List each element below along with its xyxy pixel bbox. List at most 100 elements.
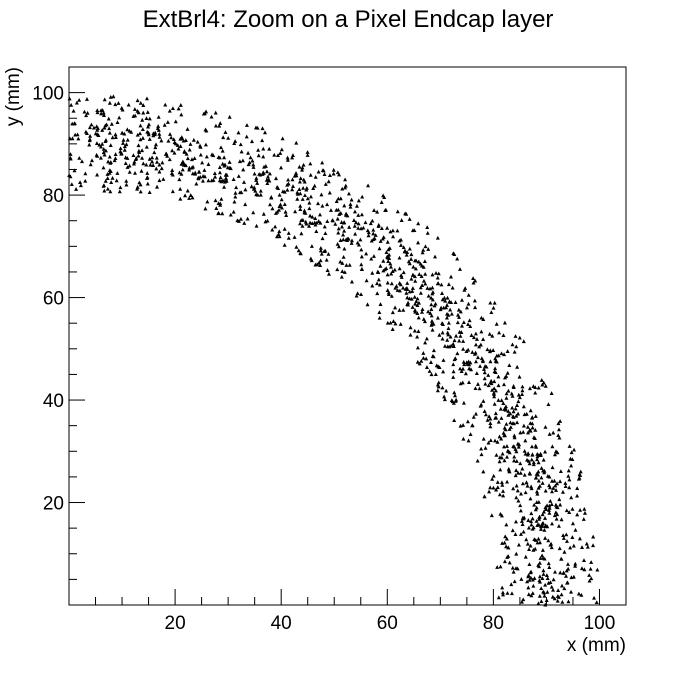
data-point [242,221,247,225]
data-point [536,563,541,567]
data-point [421,355,426,360]
data-point [413,258,418,263]
data-point [265,174,270,179]
data-point [488,359,493,364]
data-point [194,181,199,186]
data-point [404,285,409,290]
data-point [432,303,437,308]
data-point [493,366,498,371]
data-point [399,275,404,279]
data-point [240,158,245,163]
data-point [256,153,261,158]
data-point [276,186,281,190]
data-point [191,137,196,142]
data-point [517,374,522,379]
data-point [516,411,521,416]
data-point [113,102,118,107]
data-point [179,112,184,117]
data-point [375,209,380,214]
data-point [506,388,511,393]
data-point [531,583,536,588]
data-point [117,115,122,120]
data-point [398,243,403,247]
data-point [205,199,210,204]
data-point [313,262,318,267]
data-point [504,522,509,527]
data-point [88,162,93,167]
data-point [511,384,516,388]
data-point [155,159,160,164]
data-point [418,285,423,290]
data-point [459,330,464,334]
data-point [439,305,444,310]
data-point [371,231,376,236]
data-point [497,492,502,497]
data-point [371,227,376,232]
data-point [419,263,424,268]
data-point [516,444,521,449]
data-point [409,296,414,301]
data-point [245,216,250,221]
data-point [352,209,357,214]
data-point [184,151,189,156]
data-point [213,110,218,115]
data-point [258,192,263,197]
data-point [491,348,496,352]
data-point [481,399,486,403]
data-point [514,459,519,463]
data-point [525,483,530,488]
data-point [187,196,192,200]
x-tick-label: 40 [271,613,292,634]
data-point [587,578,592,583]
data-point [131,153,136,158]
data-point [397,308,402,312]
data-point [95,127,100,132]
data-point [347,225,352,229]
data-point [435,275,440,280]
data-point [344,211,349,216]
data-point [401,285,406,290]
data-point [470,350,475,354]
data-point [406,259,411,264]
data-point [267,146,272,151]
data-point [72,168,77,173]
data-point [440,385,445,390]
data-point [378,239,383,243]
data-point [98,155,103,160]
data-point [409,257,414,261]
data-point [153,145,158,150]
data-point [474,359,479,364]
data-point [283,209,288,214]
data-point [507,560,512,565]
data-point [299,231,304,236]
data-point [94,141,99,145]
data-point [541,589,546,594]
data-point [216,211,221,215]
data-point [236,219,241,223]
data-point [246,162,251,167]
data-point [552,478,557,483]
data-point [182,150,187,154]
data-point [244,123,249,127]
data-point [502,382,507,387]
data-point [279,165,284,170]
data-point [513,334,518,338]
data-point [352,224,357,228]
data-point [491,392,496,396]
data-point [173,141,178,146]
data-point [202,111,207,116]
data-point [138,123,143,128]
data-point [412,328,417,333]
data-point [538,451,543,456]
data-point [377,282,382,287]
data-point [255,192,260,197]
data-point [561,570,566,575]
data-point [423,340,428,345]
data-point [520,481,525,486]
data-point [119,151,124,156]
data-point [385,272,390,277]
data-point [349,241,354,245]
data-point [514,344,519,349]
data-point [496,595,501,600]
data-point [356,242,361,247]
